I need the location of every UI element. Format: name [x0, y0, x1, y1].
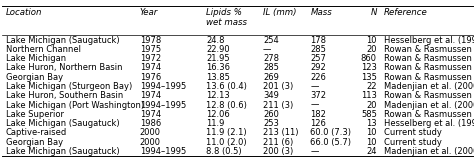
Text: 257: 257 — [310, 54, 326, 63]
Text: 269: 269 — [263, 73, 279, 82]
Text: Lake Michigan (Port Washington): Lake Michigan (Port Washington) — [6, 101, 144, 110]
Text: 226: 226 — [310, 73, 326, 82]
Text: Lake Huron, Northern Basin: Lake Huron, Northern Basin — [6, 63, 122, 72]
Text: Rowan & Rasmussen (1992): Rowan & Rasmussen (1992) — [384, 63, 474, 72]
Text: 285: 285 — [310, 45, 326, 54]
Text: Lake Superior: Lake Superior — [6, 110, 64, 119]
Text: 13: 13 — [366, 119, 377, 128]
Text: 60.0 (7.3): 60.0 (7.3) — [310, 128, 351, 137]
Text: 20: 20 — [366, 101, 377, 110]
Text: Georgian Bay: Georgian Bay — [6, 138, 63, 147]
Text: Lake Michigan: Lake Michigan — [6, 54, 66, 63]
Text: Hesselberg et al. (1990): Hesselberg et al. (1990) — [384, 36, 474, 45]
Text: 11.0 (2.0): 11.0 (2.0) — [206, 138, 247, 147]
Text: 200 (3): 200 (3) — [263, 147, 293, 156]
Text: 1978: 1978 — [140, 36, 161, 45]
Text: Hesselberg et al. (1990): Hesselberg et al. (1990) — [384, 119, 474, 128]
Text: 8.8 (0.5): 8.8 (0.5) — [206, 147, 242, 156]
Text: 24: 24 — [366, 147, 377, 156]
Text: 1974: 1974 — [140, 91, 161, 100]
Text: 178: 178 — [310, 36, 327, 45]
Text: 292: 292 — [310, 63, 326, 72]
Text: 260: 260 — [263, 110, 279, 119]
Text: 13.6 (0.4): 13.6 (0.4) — [206, 82, 247, 91]
Text: 12.8 (0.6): 12.8 (0.6) — [206, 101, 247, 110]
Text: 21.95: 21.95 — [206, 54, 230, 63]
Text: Rowan & Rasmussen (1992): Rowan & Rasmussen (1992) — [384, 54, 474, 63]
Text: 1974: 1974 — [140, 63, 161, 72]
Text: 1994–1995: 1994–1995 — [140, 147, 186, 156]
Text: —: — — [310, 101, 319, 110]
Text: 1986: 1986 — [140, 119, 161, 128]
Text: Current study: Current study — [384, 138, 442, 147]
Text: 211 (3): 211 (3) — [263, 101, 293, 110]
Text: Rowan & Rasmussen (1992): Rowan & Rasmussen (1992) — [384, 110, 474, 119]
Text: 1975: 1975 — [140, 45, 161, 54]
Text: —: — — [310, 82, 319, 91]
Text: Lake Michigan (Saugatuck): Lake Michigan (Saugatuck) — [6, 36, 119, 45]
Text: 10: 10 — [366, 36, 377, 45]
Text: 11.9 (2.1): 11.9 (2.1) — [206, 128, 247, 137]
Text: 1974: 1974 — [140, 110, 161, 119]
Text: 66.0 (5.7): 66.0 (5.7) — [310, 138, 351, 147]
Text: Reference: Reference — [384, 8, 428, 17]
Text: Lake Huron, Southern Basin: Lake Huron, Southern Basin — [6, 91, 123, 100]
Text: Madenjian et al. (2000): Madenjian et al. (2000) — [384, 82, 474, 91]
Text: Mass: Mass — [310, 8, 332, 17]
Text: IL (mm): IL (mm) — [263, 8, 297, 17]
Text: Georgian Bay: Georgian Bay — [6, 73, 63, 82]
Text: 10: 10 — [366, 138, 377, 147]
Text: 585: 585 — [361, 110, 377, 119]
Text: N: N — [370, 8, 377, 17]
Text: 1994–1995: 1994–1995 — [140, 82, 186, 91]
Text: 253: 253 — [263, 119, 279, 128]
Text: 211 (6): 211 (6) — [263, 138, 293, 147]
Text: 24.8: 24.8 — [206, 36, 225, 45]
Text: 213 (11): 213 (11) — [263, 128, 299, 137]
Text: 1976: 1976 — [140, 73, 161, 82]
Text: 10: 10 — [366, 128, 377, 137]
Text: 20: 20 — [366, 45, 377, 54]
Text: 278: 278 — [263, 54, 279, 63]
Text: Lake Michigan (Saugatuck): Lake Michigan (Saugatuck) — [6, 147, 119, 156]
Text: 126: 126 — [310, 119, 326, 128]
Text: 2000: 2000 — [140, 128, 161, 137]
Text: Current study: Current study — [384, 128, 442, 137]
Text: 860: 860 — [361, 54, 377, 63]
Text: 2000: 2000 — [140, 138, 161, 147]
Text: Rowan & Rasmussen (1992): Rowan & Rasmussen (1992) — [384, 91, 474, 100]
Text: 13.85: 13.85 — [206, 73, 230, 82]
Text: 254: 254 — [263, 36, 279, 45]
Text: 123: 123 — [361, 63, 377, 72]
Text: —: — — [263, 45, 272, 54]
Text: 285: 285 — [263, 63, 279, 72]
Text: Rowan & Rasmussen (1992): Rowan & Rasmussen (1992) — [384, 45, 474, 54]
Text: Madenjian et al. (2000): Madenjian et al. (2000) — [384, 147, 474, 156]
Text: —: — — [310, 147, 319, 156]
Text: 16.36: 16.36 — [206, 63, 230, 72]
Text: 1972: 1972 — [140, 54, 161, 63]
Text: Northern Channel: Northern Channel — [6, 45, 81, 54]
Text: 372: 372 — [310, 91, 327, 100]
Text: 12.06: 12.06 — [206, 110, 230, 119]
Text: Madenjian et al. (2000): Madenjian et al. (2000) — [384, 101, 474, 110]
Text: Captive-raised: Captive-raised — [6, 128, 67, 137]
Text: Lake Michigan (Sturgeon Bay): Lake Michigan (Sturgeon Bay) — [6, 82, 132, 91]
Text: 22.90: 22.90 — [206, 45, 230, 54]
Text: 135: 135 — [361, 73, 377, 82]
Text: 349: 349 — [263, 91, 279, 100]
Text: 22: 22 — [366, 82, 377, 91]
Text: Lipids %
wet mass: Lipids % wet mass — [206, 8, 247, 27]
Text: 182: 182 — [310, 110, 326, 119]
Text: 12.13: 12.13 — [206, 91, 230, 100]
Text: 1994–1995: 1994–1995 — [140, 101, 186, 110]
Text: 11.9: 11.9 — [206, 119, 225, 128]
Text: Lake Michigan (Saugatuck): Lake Michigan (Saugatuck) — [6, 119, 119, 128]
Text: 113: 113 — [361, 91, 377, 100]
Text: Location: Location — [6, 8, 42, 17]
Text: 201 (3): 201 (3) — [263, 82, 293, 91]
Text: Rowan & Rasmussen (1992): Rowan & Rasmussen (1992) — [384, 73, 474, 82]
Text: Year: Year — [140, 8, 158, 17]
